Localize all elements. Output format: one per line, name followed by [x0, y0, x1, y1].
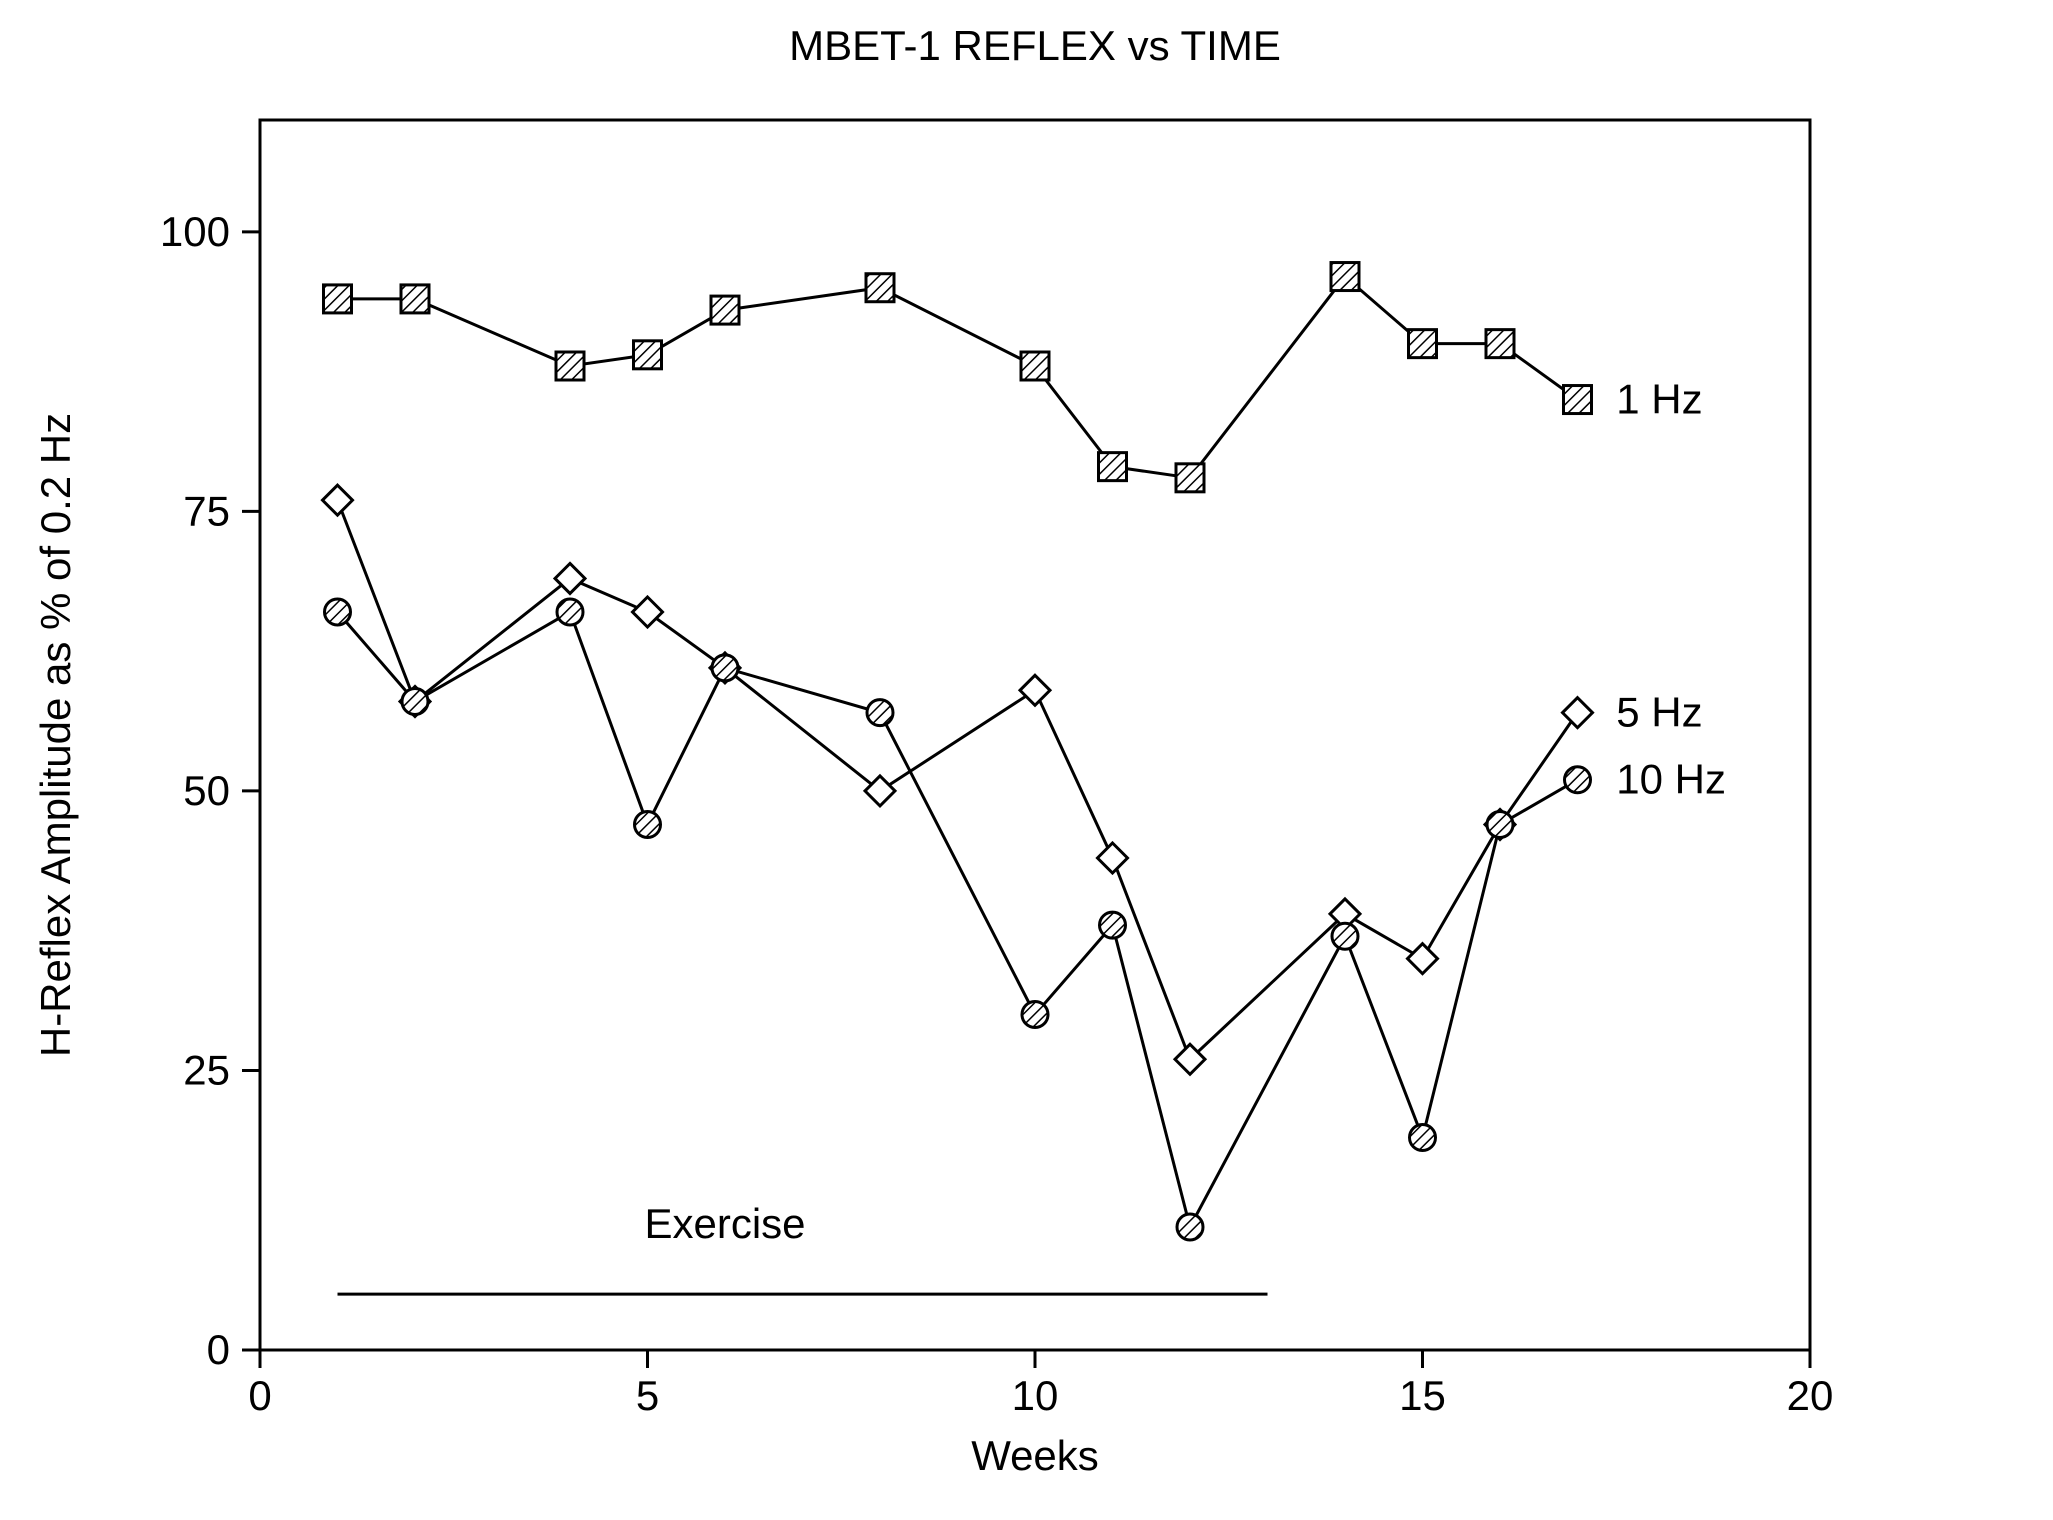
marker-square [1486, 330, 1514, 358]
marker-square [556, 352, 584, 380]
exercise-annotation-label: Exercise [644, 1200, 805, 1247]
marker-square [401, 285, 429, 313]
chart-title: MBET-1 REFLEX vs TIME [789, 22, 1281, 69]
marker-circle [1100, 912, 1126, 938]
marker-square [324, 285, 352, 313]
marker-square [1176, 464, 1204, 492]
marker-diamond [555, 563, 585, 593]
y-tick-label: 25 [183, 1046, 230, 1093]
marker-square [711, 296, 739, 324]
marker-square [1409, 330, 1437, 358]
chart-svg: 0 5 10 15 20 0 25 50 75 100 MBET-1 REFLEX vs TIME W… [0, 0, 2053, 1520]
marker-square [634, 341, 662, 369]
x-tick-label: 5 [636, 1372, 659, 1419]
marker-circle [867, 700, 893, 726]
marker-square [1331, 263, 1359, 291]
chart-container: 0 5 10 15 20 0 25 50 75 100 MBET-1 REFLEX vs TIME W… [0, 0, 2053, 1520]
marker-circle [325, 599, 351, 625]
marker-square [1564, 386, 1592, 414]
x-tick-label: 15 [1399, 1372, 1446, 1419]
y-axis-label: H-Reflex Amplitude as % of 0.2 Hz [32, 413, 79, 1057]
y-tick-label: 0 [207, 1326, 230, 1373]
plot-border [260, 120, 1810, 1350]
y-tick-label: 50 [183, 767, 230, 814]
marker-diamond [323, 485, 353, 515]
marker-diamond [1408, 944, 1438, 974]
marker-circle [1177, 1214, 1203, 1240]
x-axis-label: Weeks [971, 1432, 1099, 1479]
marker-square [1099, 453, 1127, 481]
x-tick-label: 10 [1012, 1372, 1059, 1419]
marker-circle [1487, 811, 1513, 837]
y-tick-label: 75 [183, 487, 230, 534]
marker-circle [712, 655, 738, 681]
marker-diamond [1020, 675, 1050, 705]
marker-circle [1565, 767, 1591, 793]
x-tick-label: 20 [1787, 1372, 1834, 1419]
marker-square [1021, 352, 1049, 380]
marker-circle [1332, 923, 1358, 949]
series-line-5-Hz [338, 500, 1578, 1059]
marker-circle [1022, 1002, 1048, 1028]
marker-circle [1410, 1125, 1436, 1151]
series-label-10-Hz: 10 Hz [1616, 756, 1726, 803]
marker-circle [402, 688, 428, 714]
series-line-1-Hz [338, 277, 1578, 478]
series-label-5-Hz: 5 Hz [1616, 689, 1702, 736]
marker-diamond [865, 776, 895, 806]
marker-diamond [1563, 698, 1593, 728]
y-tick-label: 100 [160, 208, 230, 255]
series-label-1-Hz: 1 Hz [1616, 376, 1702, 423]
marker-square [866, 274, 894, 302]
x-tick-label: 0 [248, 1372, 271, 1419]
series-line-10-Hz [338, 612, 1578, 1227]
marker-circle [635, 811, 661, 837]
marker-diamond [1098, 843, 1128, 873]
marker-diamond [633, 597, 663, 627]
marker-circle [557, 599, 583, 625]
